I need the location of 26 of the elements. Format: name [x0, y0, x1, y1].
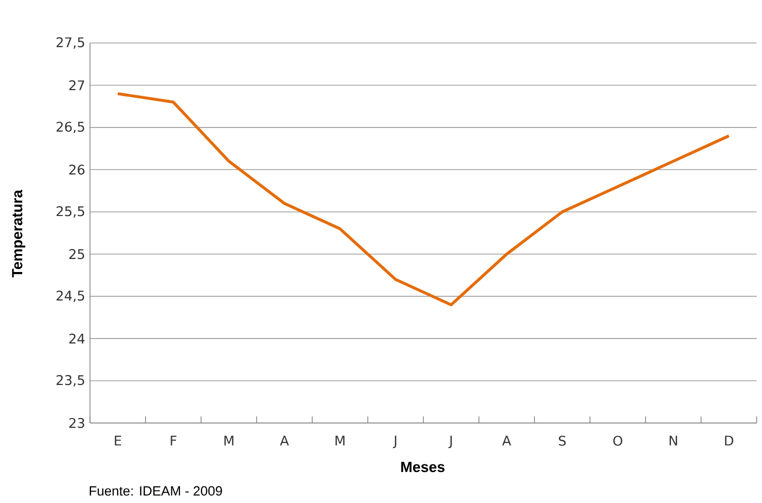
y-tick-label: 25: [69, 249, 84, 260]
y-tick-label: 25,5: [56, 206, 84, 218]
x-tick-label: A: [502, 436, 512, 446]
x-axis-title: Meses: [401, 462, 444, 472]
source-note: Fuente: IDEAM - 2009: [90, 486, 222, 496]
y-tick-label: 23: [69, 418, 84, 428]
y-tick-label: 24: [69, 334, 85, 344]
x-tick-label: D: [725, 436, 734, 446]
x-tick-label: O: [613, 436, 622, 446]
x-tick-label: N: [670, 436, 678, 446]
y-tick-label: 27,5: [56, 37, 84, 49]
y-tick-label: 26: [69, 164, 84, 175]
y-tick-label: 27: [69, 80, 84, 90]
y-axis-title: Temperatura: [12, 190, 26, 278]
x-tick-label: J: [448, 436, 452, 448]
y-tick-label: 23,5: [56, 375, 84, 386]
x-tick-label: M: [336, 436, 344, 446]
x-tick-label: J: [392, 436, 396, 448]
x-tick-label: S: [558, 436, 566, 446]
y-tick-label: 26,5: [56, 122, 84, 134]
x-tick-label: F: [170, 436, 176, 446]
x-tick-label: E: [114, 436, 122, 446]
y-tick-label: 24,5: [56, 290, 84, 302]
x-tick-label: M: [224, 436, 234, 446]
x-tick-label: A: [280, 436, 289, 446]
line-series: [116, 92, 730, 306]
